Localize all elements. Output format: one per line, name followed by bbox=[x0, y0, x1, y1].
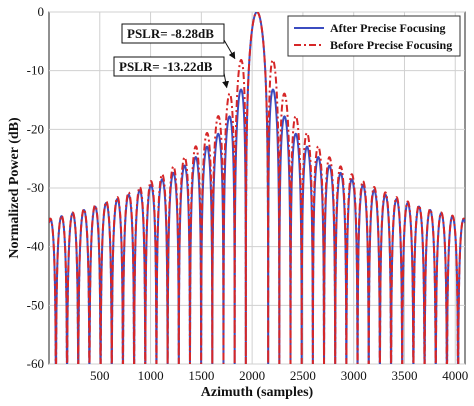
x-tick-label: 1000 bbox=[138, 368, 164, 383]
y-tick-labels: 0 -10 -20 -30 -40 -50 -60 bbox=[27, 4, 44, 371]
legend-box bbox=[287, 15, 461, 57]
y-tick-label: -30 bbox=[27, 180, 44, 195]
legend-label-after: After Precise Focusing bbox=[330, 21, 446, 35]
annotation-text-after: PSLR= -13.22dB bbox=[119, 59, 213, 74]
annotation-arrow-after bbox=[222, 72, 230, 89]
y-tick-label: 0 bbox=[38, 4, 45, 19]
y-tick-label: -40 bbox=[27, 239, 44, 254]
x-tick-label: 3000 bbox=[341, 368, 367, 383]
annotation-text-before: PSLR= -8.28dB bbox=[127, 26, 214, 41]
series-line-before-focusing bbox=[49, 12, 465, 364]
series-layer bbox=[49, 12, 465, 364]
x-axis-title: Azimuth (samples) bbox=[201, 385, 314, 400]
y-tick-label: -50 bbox=[27, 297, 44, 312]
annotation-arrow-before bbox=[223, 39, 236, 60]
x-tick-label: 4000 bbox=[442, 368, 468, 383]
y-tick-label: -60 bbox=[27, 356, 44, 371]
annotation-pslr-after: PSLR= -13.22dB bbox=[113, 56, 230, 89]
y-axis-title: Normalized Power (dB) bbox=[7, 117, 22, 259]
x-tick-labels: 500 1000 1500 2000 2500 3000 3500 4000 bbox=[90, 368, 468, 383]
x-tick-label: 500 bbox=[90, 368, 110, 383]
x-tick-label: 2000 bbox=[239, 368, 265, 383]
legend-label-before: Before Precise Focusing bbox=[330, 38, 452, 52]
annotation-box-after bbox=[113, 56, 225, 77]
x-tick-label: 3500 bbox=[391, 368, 417, 383]
y-tick-label: -10 bbox=[27, 63, 44, 78]
x-tick-label: 2500 bbox=[290, 368, 316, 383]
legend: After Precise Focusing Before Precise Fo… bbox=[287, 15, 461, 57]
y-tick-label: -20 bbox=[27, 121, 44, 136]
annotation-pslr-before: PSLR= -8.28dB bbox=[121, 23, 236, 60]
x-tick-label: 1500 bbox=[188, 368, 214, 383]
annotation-box-before bbox=[121, 23, 225, 44]
